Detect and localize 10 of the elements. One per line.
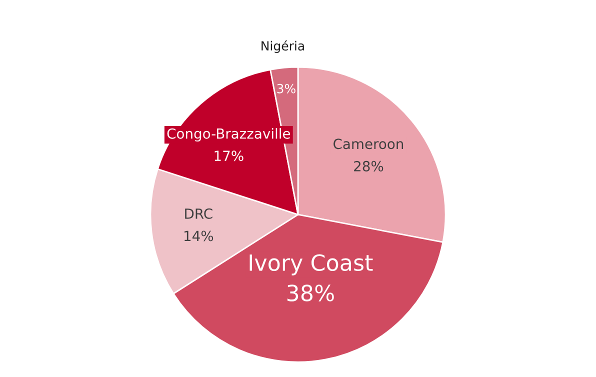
slice-label: Cameroon [334,138,404,150]
data-label: 17% [214,150,244,162]
data-label: 38% [287,284,334,302]
slice-label: Congo-Brazzaville [167,128,290,142]
slice-label: Ivory Coast [250,254,373,276]
data-label: 14% [184,230,214,242]
data-label: 28% [354,160,384,172]
slice-label: DRC [185,208,212,219]
slice-label: Nigéria [262,40,304,54]
data-label: 3% [277,84,296,94]
